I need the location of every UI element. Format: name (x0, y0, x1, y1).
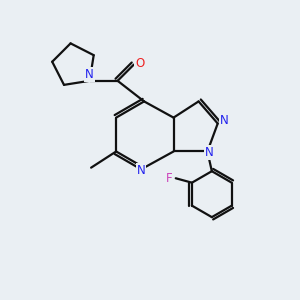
Text: F: F (166, 172, 172, 185)
Text: N: N (205, 146, 213, 159)
Text: O: O (135, 57, 144, 70)
Text: N: N (137, 164, 146, 177)
Text: N: N (220, 114, 229, 127)
Text: N: N (85, 68, 94, 81)
